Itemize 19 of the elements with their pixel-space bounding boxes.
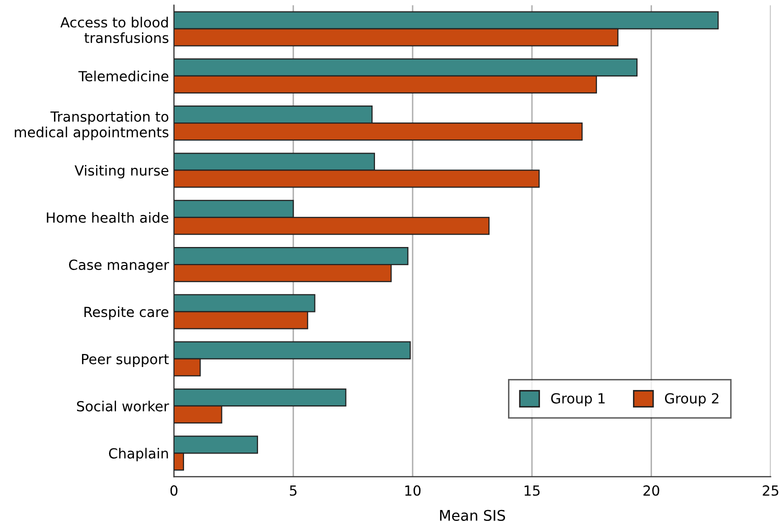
y-tick-label: Telemedicine	[78, 70, 168, 82]
x-tick-label: 10	[405, 485, 421, 496]
x-tick-label: 0	[170, 485, 178, 496]
x-tick-label: 25	[762, 485, 778, 496]
y-tick-label: Visiting nurse	[74, 164, 168, 178]
x-tick-label: 5	[290, 485, 296, 496]
y-tick-label: Access to blood transfusions	[60, 16, 168, 44]
y-tick-label: Social worker	[77, 400, 170, 412]
y-tick-label: Chaplain	[109, 448, 168, 462]
y-tick-label: Respite care	[84, 306, 168, 320]
y-tick-label: Case manager	[69, 260, 170, 273]
legend-label: Group 1	[551, 393, 605, 406]
y-tick-label: Peer support	[82, 354, 169, 368]
y-tick-label: Transportation to medical appointments	[14, 111, 168, 140]
x-tick-label: 20	[643, 485, 660, 496]
x-tick-label: 15	[524, 485, 540, 496]
y-tick-label: Home health aide	[46, 212, 168, 223]
x-axis-title: Mean SIS	[440, 510, 506, 521]
legend-label: Group 2	[665, 393, 718, 406]
